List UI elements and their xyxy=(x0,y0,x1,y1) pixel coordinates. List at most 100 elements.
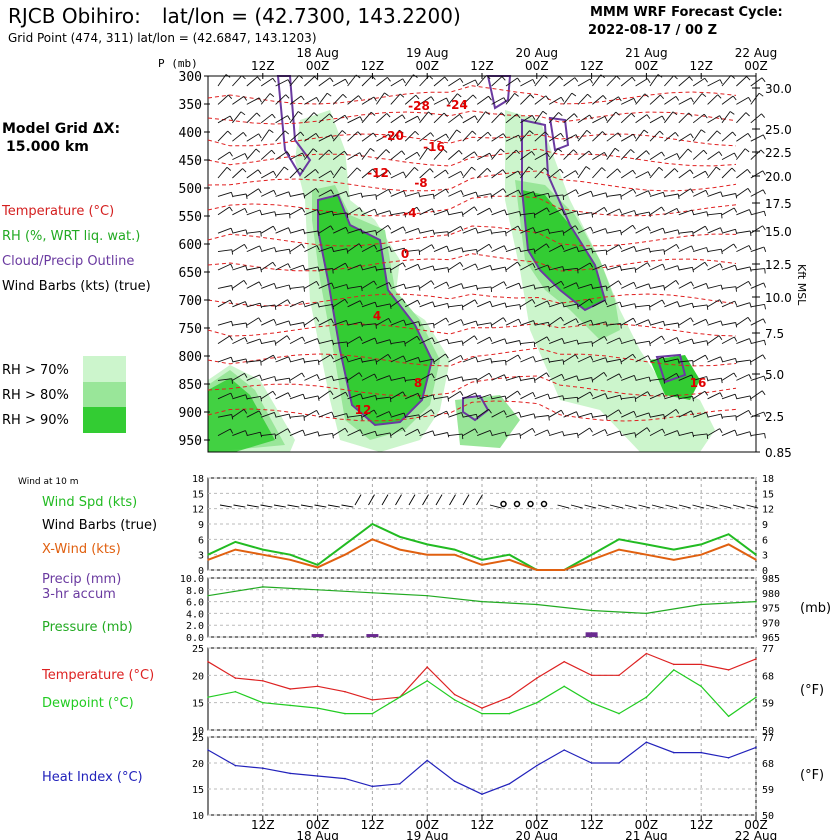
wind-barb xyxy=(433,97,447,105)
wind-barb xyxy=(433,396,448,400)
wind-barb-flag xyxy=(749,360,752,366)
wind-barb-flag xyxy=(287,299,291,305)
series-point xyxy=(234,677,237,679)
wind-barb xyxy=(693,189,706,197)
wind-barb xyxy=(563,134,577,142)
wind-barb xyxy=(592,285,607,289)
wind-barb-flag xyxy=(646,427,651,432)
temperature-label: -12 xyxy=(367,166,389,180)
wind-ytick: 0 xyxy=(198,566,204,577)
series-point xyxy=(453,699,456,701)
wind-barb-flag xyxy=(402,171,407,177)
wind-barb xyxy=(577,130,588,142)
calm-wind-circle xyxy=(500,500,507,508)
wind-barb-flag xyxy=(432,194,435,200)
wind-barb xyxy=(664,229,679,234)
wind-barb-flag xyxy=(546,207,550,213)
wind-barb-flag xyxy=(648,283,651,289)
wind-barb xyxy=(275,392,289,400)
surface-wind-barb xyxy=(462,494,470,506)
wind-barb-flag xyxy=(342,93,347,99)
surface-wind-barb xyxy=(557,504,570,509)
wind-barb-flag xyxy=(300,131,305,137)
wind-barb xyxy=(448,262,461,271)
wind-barb xyxy=(577,150,590,160)
rh-key-80-label: RH > 80% xyxy=(2,388,69,403)
surface-wind-barb xyxy=(597,504,610,509)
wind-barb xyxy=(304,431,319,437)
wind-barb-flag xyxy=(517,225,521,231)
wind-barb-flag xyxy=(317,266,320,272)
wind-barb xyxy=(275,191,289,197)
wind-barb xyxy=(390,412,405,418)
wind-barb xyxy=(750,282,764,289)
wind-barb-flag xyxy=(431,208,435,214)
wind-barb xyxy=(577,114,590,124)
kft-tick-label: 2.5 xyxy=(765,410,784,424)
wind-barb xyxy=(232,229,247,234)
wind-barb-flag xyxy=(226,166,232,171)
wind-barb xyxy=(549,230,564,234)
wind-barb-flag xyxy=(758,92,764,97)
wind-barb-flag xyxy=(474,428,478,434)
wind-barb xyxy=(318,225,331,234)
wind-barb xyxy=(405,321,419,326)
wind-barb-flag xyxy=(231,378,233,384)
series-point xyxy=(453,548,456,551)
wind-barb xyxy=(664,111,674,124)
wind-barb-flag xyxy=(269,93,275,98)
calm-wind-circle xyxy=(527,500,534,508)
wind-barb xyxy=(477,264,491,271)
wind-barb-flag xyxy=(301,207,306,213)
wind-barb-flag xyxy=(259,374,263,380)
wind-barb-flag xyxy=(732,95,737,101)
wind-ytick: 12 xyxy=(192,505,204,516)
pressure-tick-label: 450 xyxy=(179,154,202,169)
wind-barb-flag xyxy=(386,113,391,118)
wind-barb xyxy=(376,282,390,289)
wind-barb xyxy=(462,392,476,400)
wind-barb xyxy=(275,428,288,436)
wind-barb xyxy=(620,317,634,326)
wind-barb xyxy=(548,132,561,142)
wind-barb-flag xyxy=(446,210,450,216)
wind-barb xyxy=(404,206,418,216)
wind-barb xyxy=(736,112,747,124)
wind-barb-flag xyxy=(345,391,349,397)
wind-barb-flag xyxy=(490,358,493,364)
wind-barb-flag xyxy=(672,111,678,116)
wind-barb-flag xyxy=(271,113,276,119)
top-time-label: 00Z xyxy=(635,59,659,73)
wind-barb-flag xyxy=(245,322,248,328)
wind-barb xyxy=(549,208,563,216)
wind-barb xyxy=(649,94,661,105)
wind-barb-flag xyxy=(617,132,622,138)
wind-barb xyxy=(448,114,460,124)
surface-wind-barb xyxy=(287,504,300,508)
surface-wind-barb xyxy=(435,494,443,506)
wind-barb xyxy=(405,285,419,289)
wind-barb xyxy=(217,130,229,142)
precip-ytick: 6.0 xyxy=(186,598,204,609)
wind-barb xyxy=(548,280,562,289)
wind-barb xyxy=(232,394,246,400)
wind-barb xyxy=(376,77,388,87)
wind-barb xyxy=(275,299,288,308)
wind-barb-flag xyxy=(604,300,608,306)
series-point xyxy=(207,696,209,698)
wind-barb-flag xyxy=(288,227,291,233)
wind-barb-flag xyxy=(225,74,231,78)
wind-barb-flag xyxy=(331,282,335,288)
series-point xyxy=(727,669,730,671)
wind-barb-flag xyxy=(389,246,392,252)
wind-barb xyxy=(419,193,434,197)
wind-barb-flag xyxy=(230,428,234,434)
wind-barb-flag xyxy=(630,149,635,154)
series-point xyxy=(426,680,429,682)
top-time-label: 12Z xyxy=(689,59,713,73)
wind-barb-flag xyxy=(519,304,522,310)
wind-barb xyxy=(563,246,577,253)
wind-barb xyxy=(750,225,763,234)
wind-barb xyxy=(246,76,258,87)
wind-barb xyxy=(275,320,290,326)
